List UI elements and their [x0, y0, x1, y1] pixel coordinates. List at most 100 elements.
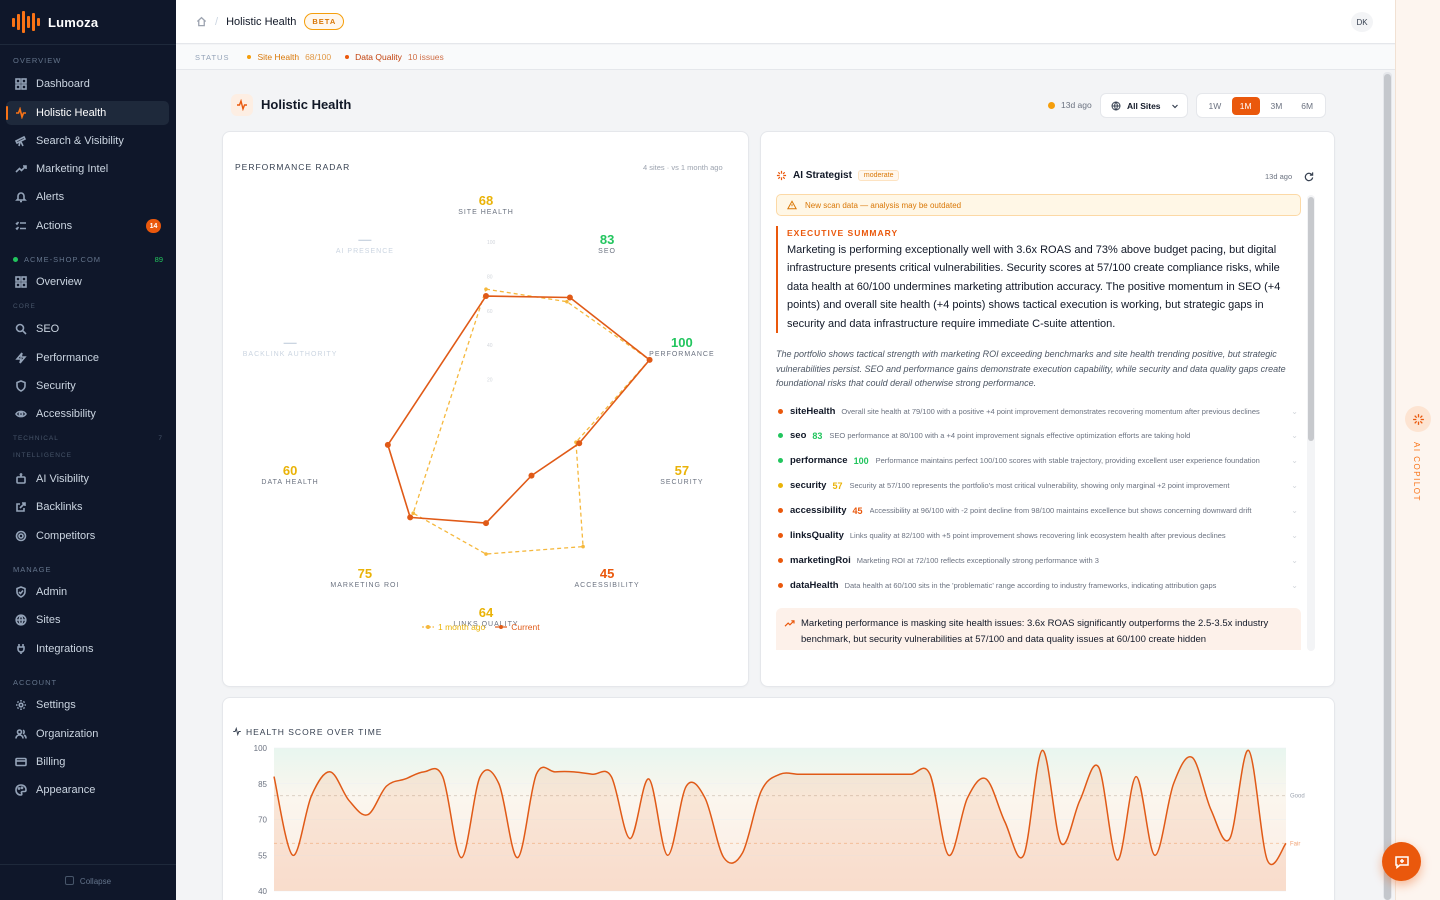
radar-subtitle: 4 sites · vs 1 month ago: [643, 163, 723, 172]
sidebar-item-integrations[interactable]: Integrations: [6, 637, 169, 661]
sidebar-item-organization[interactable]: Organization: [6, 722, 169, 746]
sidebar-item-performance[interactable]: Performance: [6, 346, 169, 370]
breadcrumb-current: Holistic Health: [226, 15, 297, 28]
chevron-down-icon: ⌄: [1291, 406, 1298, 416]
avatar[interactable]: DK: [1351, 12, 1373, 32]
sidebar-item-alerts[interactable]: Alerts: [6, 185, 169, 209]
radar-axis-name: LINKS QUALITY: [453, 621, 519, 628]
brand[interactable]: Lumoza: [12, 10, 98, 34]
radar-axis-name: SITE HEALTH: [458, 209, 514, 216]
shield-icon: [14, 380, 27, 393]
executive-summary-heading: EXECUTIVE SUMMARY: [787, 228, 899, 238]
y-tick-label: 55: [258, 851, 267, 860]
sidebar-item-actions[interactable]: Actions 14: [6, 214, 169, 238]
sidebar-item-label: Accessibility: [36, 408, 96, 420]
sidebar-item-security[interactable]: Security: [6, 374, 169, 398]
plug-icon: [14, 643, 27, 656]
sidebar-item-label: Search & Visibility: [36, 135, 124, 147]
radar-axis-label: 57 SECURITY: [622, 463, 742, 486]
metric-score: 100: [853, 455, 869, 466]
metric-row[interactable]: accessibility 45 Accessibility at 96/100 w…: [778, 504, 1298, 518]
sidebar-item-label: Sites: [36, 614, 61, 626]
section-overview: OVERVIEW: [13, 56, 62, 65]
metric-row[interactable]: linksQuality Links quality at 82/100 with…: [778, 529, 1298, 543]
sidebar-item-settings[interactable]: Settings: [6, 693, 169, 717]
copilot-label: AI COPILOT: [1412, 442, 1421, 502]
sidebar-item-backlinks[interactable]: Backlinks: [6, 495, 169, 519]
status-data-quality[interactable]: Data Quality 10 issues: [345, 52, 444, 62]
radar-axis-name: SEO: [598, 248, 616, 256]
range-6m[interactable]: 6M: [1301, 100, 1314, 111]
chevron-down-icon: ⌄: [1291, 431, 1298, 441]
sidebar-item-sites[interactable]: Sites: [6, 608, 169, 632]
site-filter-dropdown[interactable]: All Sites: [1100, 93, 1188, 118]
radar-axis-score: 68: [478, 193, 494, 208]
sidebar-item-site-overview[interactable]: Overview: [6, 270, 169, 294]
sidebar-item-appearance[interactable]: Appearance: [6, 778, 169, 802]
range-3m[interactable]: 3M: [1270, 100, 1283, 111]
sidebar-item-marketing-intel[interactable]: Marketing Intel: [6, 157, 169, 181]
dashed-line-icon: [422, 625, 434, 629]
metric-summary: Accessibility at 96/100 with -2 point de…: [869, 506, 1252, 516]
sidebar-item-admin[interactable]: Admin: [6, 580, 169, 604]
divider: [0, 44, 176, 45]
insight-callout[interactable]: Marketing performance is masking site he…: [776, 608, 1301, 650]
status-site-health[interactable]: Site Health 68/100: [247, 52, 331, 62]
chevron-down-icon: ⌄: [1291, 506, 1298, 516]
warning-icon: [787, 200, 797, 210]
breadcrumb-separator: /: [215, 15, 219, 28]
collapse-button[interactable]: Collapse: [0, 876, 176, 886]
metric-key: siteHealth: [790, 405, 836, 417]
sidebar-item-holistic-health[interactable]: Holistic Health: [6, 101, 169, 125]
sidebar-item-label: Security: [36, 380, 76, 392]
section-technical[interactable]: TECHNICAL 7: [13, 435, 163, 442]
home-icon[interactable]: [196, 16, 207, 27]
ring-label: 20: [487, 378, 493, 384]
last-updated: 13d ago: [1048, 100, 1092, 110]
copilot-sparkle-icon[interactable]: [1405, 406, 1431, 432]
ai-copilot-rail[interactable]: AI COPILOT: [1395, 0, 1440, 900]
status-dot: [778, 582, 783, 588]
sidebar-item-label: Settings: [36, 699, 76, 711]
chevron-down-icon: ⌄: [1291, 531, 1298, 540]
sidebar-item-accessibility[interactable]: Accessibility: [6, 402, 169, 426]
ai-strategist-header: AI Strategist moderate: [776, 170, 900, 181]
site-header[interactable]: ACME-SHOP.COM 89: [13, 254, 163, 264]
status-name: Data Quality: [355, 52, 402, 62]
sidebar-item-search-visibility[interactable]: Search & Visibility: [6, 129, 169, 153]
y-tick-label: 40: [258, 887, 267, 896]
range-1m[interactable]: 1M: [1231, 96, 1260, 115]
radar-axis-name: PERFORMANCE: [649, 351, 715, 359]
metric-row[interactable]: siteHealth Overall site health at 79/100 …: [778, 404, 1298, 418]
chat-button[interactable]: [1382, 842, 1421, 881]
shield-check-icon: [14, 586, 27, 599]
range-1w[interactable]: 1W: [1208, 100, 1222, 111]
threshold-label: Good: [1290, 794, 1305, 800]
ai-panel-scrollbar[interactable]: [1307, 195, 1315, 651]
site-filter-value: All Sites: [1127, 100, 1161, 111]
metric-row[interactable]: seo 83 SEO performance at 80/100 with a +4…: [778, 429, 1298, 443]
metric-row[interactable]: dataHealth Data health at 60/100 sits in …: [778, 578, 1298, 592]
metric-row[interactable]: performance 100 Performance maintains perf…: [778, 454, 1298, 468]
timeline-title: HEALTH SCORE OVER TIME: [246, 727, 383, 737]
sidebar-item-ai-visibility[interactable]: AI Visibility: [6, 467, 169, 491]
sidebar-item-seo[interactable]: SEO: [6, 317, 169, 341]
sidebar-item-billing[interactable]: Billing: [6, 750, 169, 774]
metric-summary: Performance maintains perfect 100/100 sc…: [875, 456, 1260, 466]
refresh-icon[interactable]: [1303, 171, 1314, 182]
trending-icon: [14, 163, 27, 176]
portfolio-note: The portfolio shows tactical strength wi…: [776, 349, 1286, 388]
radar-axis-label: 45 ACCESSIBILITY: [547, 566, 667, 589]
legend-current: Current: [495, 622, 540, 632]
outdated-warning-text: New scan data — analysis may be outdated: [805, 200, 962, 210]
status-dot: [778, 508, 783, 514]
section-manage: MANAGE: [13, 565, 52, 574]
sidebar-item-dashboard[interactable]: Dashboard: [6, 72, 169, 96]
metric-row[interactable]: security 57 Security at 57/100 represents …: [778, 479, 1298, 493]
radar-chart: 100 80 60 40 20: [384, 240, 653, 556]
sidebar-item-competitors[interactable]: Competitors: [6, 524, 169, 548]
ai-strategist-card: [760, 131, 1335, 687]
sidebar-item-label: Appearance: [36, 784, 96, 796]
main-scrollbar[interactable]: [1383, 72, 1392, 900]
metric-row[interactable]: marketingRoi Marketing ROI at 72/100 refl…: [778, 553, 1298, 567]
